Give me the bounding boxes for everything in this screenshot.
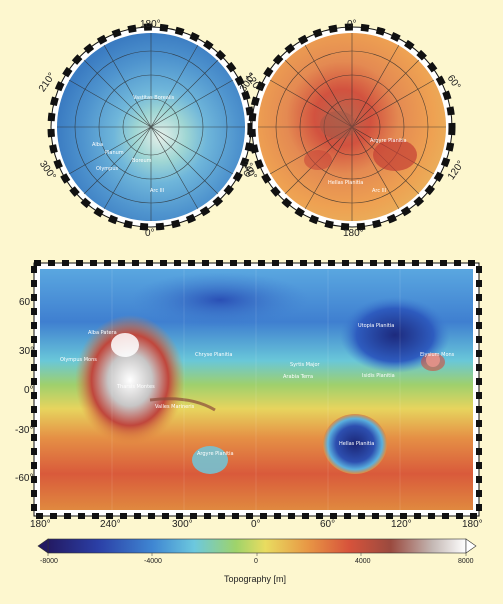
north-region-label: Planum: [105, 150, 124, 156]
x-axis-label: 120°: [391, 519, 412, 530]
y-axis-label: 0°: [24, 385, 34, 396]
north-region-label: Olympus: [96, 166, 119, 172]
x-axis-label: 180°: [462, 519, 483, 530]
y-axis-label: -30°: [15, 425, 34, 436]
south-region-label: Argyre Planitia: [370, 138, 407, 144]
south-region-label: Hellas Planitia: [328, 180, 364, 186]
map-feature-label: Elysium Mons: [420, 352, 455, 358]
x-axis-label: 0°: [251, 519, 261, 530]
map-feature-label: Valles Marineris: [155, 404, 195, 410]
colorbar-title: Topography [m]: [224, 574, 287, 584]
south-top-label: 0°: [347, 19, 357, 30]
map-feature-label: Hellas Planitia: [339, 441, 375, 447]
map-feature-label: Syrtis Major: [290, 362, 320, 368]
colorbar-tick: 8000: [458, 558, 474, 565]
north-top-label: 180°: [140, 19, 161, 30]
north-region-label: Arc III: [150, 188, 165, 194]
x-axis-label: 60°: [320, 519, 336, 530]
map-feature-label: Alba Patera: [88, 330, 117, 336]
colorbar-tick: 0: [254, 558, 258, 565]
y-axis-label: 30°: [19, 346, 35, 357]
map-feature-label: Utopia Planitia: [358, 323, 395, 329]
north-region-label: Alba: [92, 142, 104, 148]
map-feature-label: Chryse Planitia: [195, 352, 233, 358]
x-axis-label: 300°: [172, 519, 193, 530]
north-region-label: Vastitas Borealis: [133, 95, 175, 101]
map-feature-label: Argyre Planitia: [197, 451, 234, 457]
south-bottom-label: 180°: [343, 228, 364, 239]
map-feature-label: Tharsis Montes: [117, 384, 155, 390]
colorbar-tick: 4000: [355, 558, 371, 565]
x-axis-label: 180°: [30, 519, 51, 530]
y-axis-label: -60°: [15, 473, 34, 484]
map-feature-label: Olympus Mons: [60, 357, 97, 363]
colorbar-tick: -4000: [144, 558, 162, 565]
map-feature-label: Isidis Planitia: [362, 373, 395, 379]
south-region-label: Arc III: [372, 188, 387, 194]
colorbar-tick: -8000: [40, 558, 58, 565]
north-bottom-label: 0°: [145, 228, 155, 239]
north-region-label: Boreum: [132, 158, 152, 164]
y-axis-label: 60°: [19, 297, 35, 308]
x-axis-label: 240°: [100, 519, 121, 530]
map-feature-label: Arabia Terra: [283, 374, 314, 380]
